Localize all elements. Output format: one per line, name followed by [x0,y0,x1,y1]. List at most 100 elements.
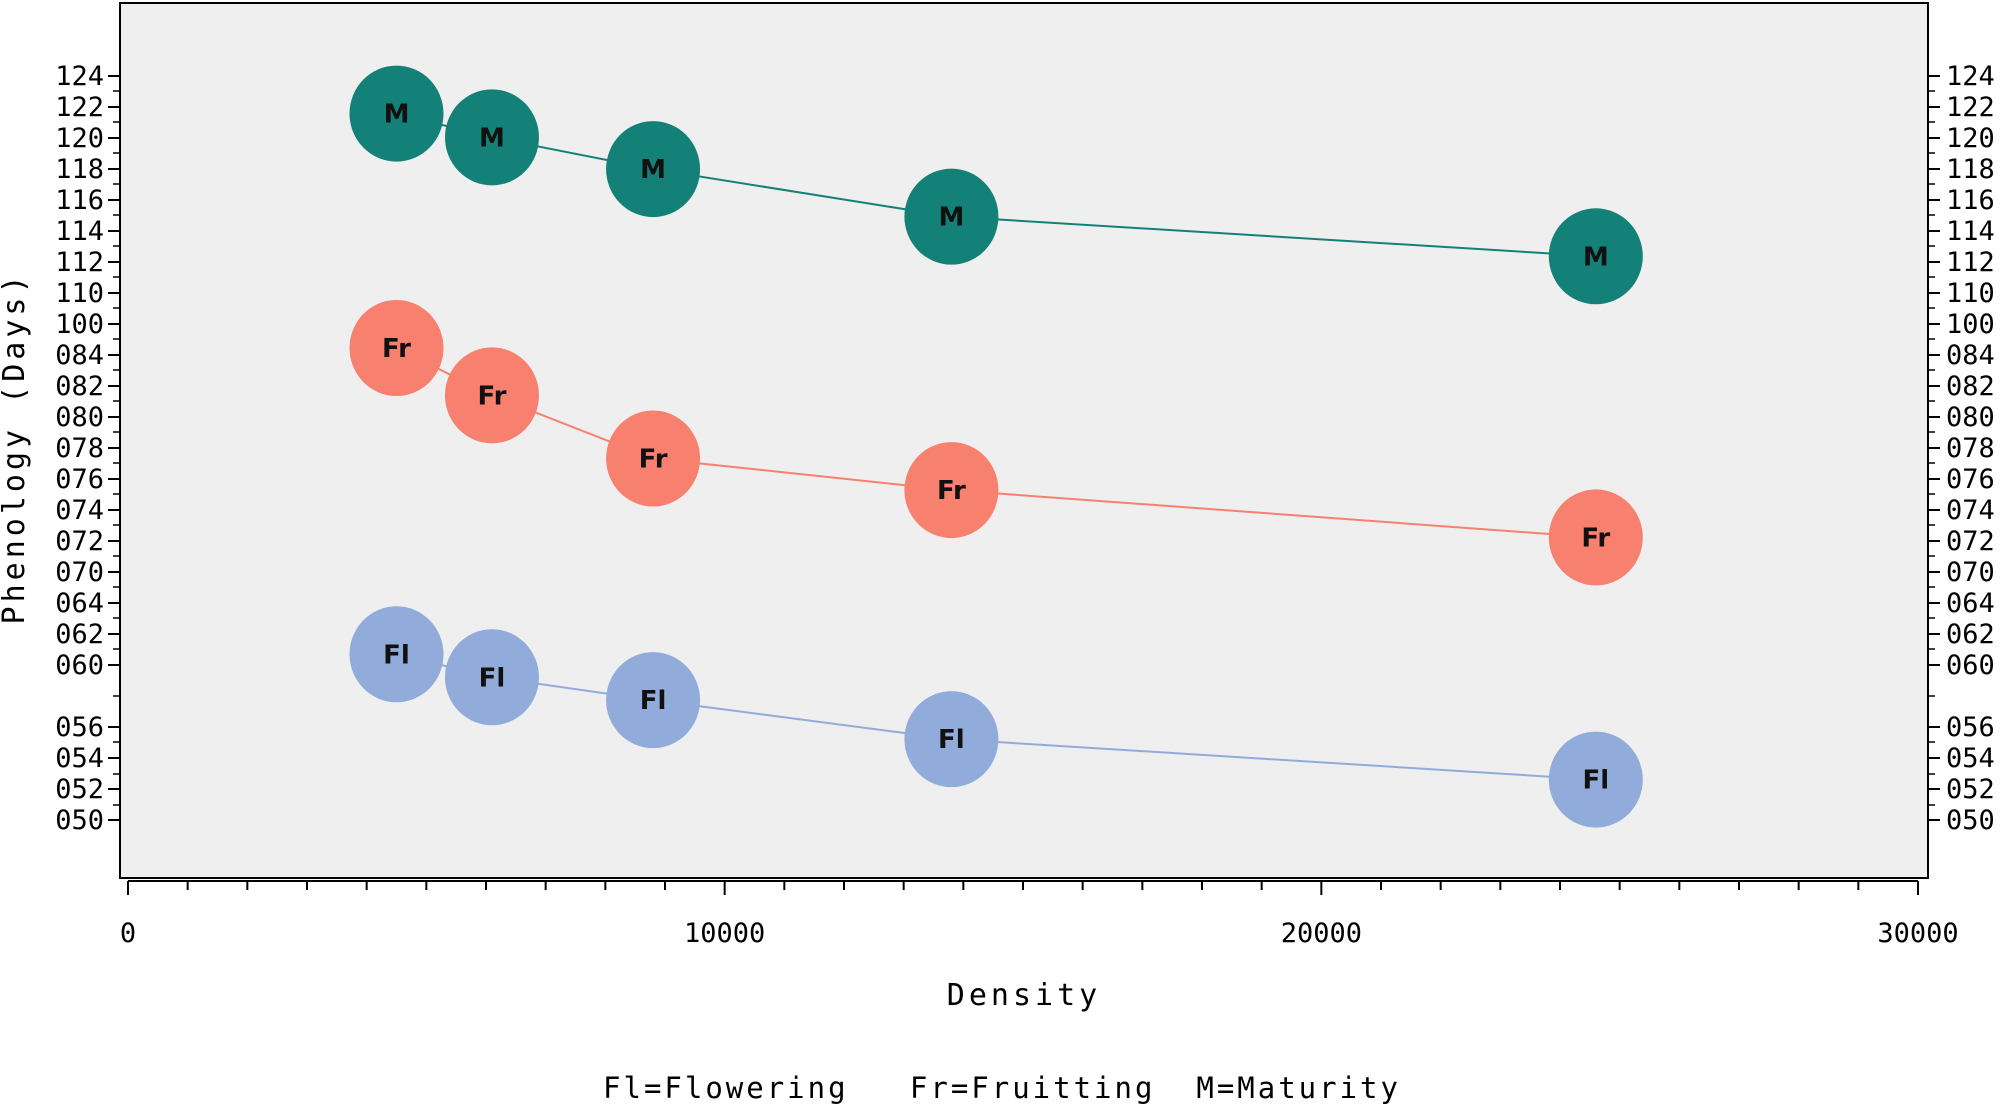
point-label: M [384,100,410,130]
point-label: M [479,123,505,153]
point-label: Fr [937,476,966,506]
data-point-flowering: Fl [444,629,539,726]
point-marker [1548,731,1643,828]
point-label: Fl [938,725,965,755]
y-tick-label-left: 070 [55,557,104,588]
point-marker [904,442,999,539]
y-tick-label-right: 078 [1946,433,1995,464]
y-tick-label-right: 114 [1946,216,1995,247]
y-tick-label-right: 100 [1946,309,1995,340]
point-marker [904,691,999,788]
y-tick-label-right: 124 [1946,61,1995,92]
y-tick-label-right: 076 [1946,464,1995,495]
y-tick-label-left: 060 [55,650,104,681]
point-marker [1548,489,1643,586]
x-tick-label: 0 [120,918,136,949]
point-label: Fl [479,663,506,693]
y-tick-label-right: 082 [1946,371,1995,402]
y-axis-title: Phenology (Days) [0,272,32,625]
y-tick-label-right: 074 [1946,495,1995,526]
y-tick-label-left: 072 [55,526,104,557]
data-point-fruitting: Fr [444,347,539,444]
point-label: Fr [1581,523,1610,553]
y-tick-label-left: 062 [55,619,104,650]
point-marker [349,300,444,396]
data-point-fruitting: Fr [904,442,999,539]
y-tick-label-left: 056 [55,712,104,743]
y-tick-label-right: 050 [1946,805,1995,836]
data-point-fruitting: Fr [349,300,444,396]
x-tick-label: 10000 [684,918,765,949]
point-marker [349,606,444,703]
y-tick-label-left: 114 [55,216,104,247]
y-tick-label-right: 054 [1946,743,1995,774]
x-axis-title: Density [947,978,1101,1013]
y-tick-label-right: 064 [1946,588,1995,619]
y-tick-label-left: 112 [55,247,104,278]
data-point-maturity: M [904,168,999,265]
point-marker [444,89,539,186]
y-tick-label-right: 052 [1946,774,1995,805]
y-tick-label-left: 050 [55,805,104,836]
y-tick-label-right: 080 [1946,402,1995,433]
y-tick-label-left: 118 [55,154,104,185]
y-tick-label-left: 080 [55,402,104,433]
y-tick-label-right: 070 [1946,557,1995,588]
y-tick-label-right: 056 [1946,712,1995,743]
y-axis-left: 0500520540560600620640700720740760780800… [55,61,120,836]
point-label: M [1583,242,1609,272]
y-tick-label-left: 122 [55,92,104,123]
y-tick-label-right: 116 [1946,185,1995,216]
y-tick-label-left: 120 [55,123,104,154]
x-axis: 0 10000 20000 30000 [120,880,1959,949]
y-tick-label-left: 052 [55,774,104,805]
y-tick-label-left: 110 [55,278,104,309]
y-tick-label-right: 072 [1946,526,1995,557]
y-tick-label-left: 116 [55,185,104,216]
y-tick-label-right: 122 [1946,92,1995,123]
point-marker [904,168,999,265]
y-tick-label-right: 084 [1946,340,1995,371]
x-tick-label: 30000 [1877,918,1958,949]
data-point-maturity: M [1548,208,1643,305]
y-tick-label-left: 100 [55,309,104,340]
data-point-maturity: M [606,121,701,218]
point-label: M [640,155,666,185]
y-tick-label-left: 064 [55,588,104,619]
point-label: M [938,203,964,233]
y-tick-label-left: 084 [55,340,104,371]
y-axis-right: 0500520540560600620640700720740760780800… [1928,61,1995,836]
x-tick-label: 20000 [1281,918,1362,949]
series-markers: M M M M M Fr Fr Fr Fr Fr Fl Fl Fl Fl Fl [349,65,1643,828]
point-label: Fr [478,381,507,411]
point-marker [606,121,701,218]
point-marker [444,347,539,444]
data-point-fruitting: Fr [1548,489,1643,586]
y-tick-label-left: 074 [55,495,104,526]
data-point-flowering: Fl [349,606,444,703]
point-marker [606,652,701,749]
point-marker [444,629,539,726]
y-tick-label-right: 118 [1946,154,1995,185]
legend: Fl=Flowering Fr=Fruitting M=Maturity [603,1071,1401,1104]
point-marker [606,410,701,507]
point-marker [349,65,444,162]
y-tick-label-left: 082 [55,371,104,402]
data-point-flowering: Fl [904,691,999,788]
y-tick-label-right: 110 [1946,278,1995,309]
point-label: Fl [383,640,410,670]
point-label: Fr [382,334,411,364]
y-tick-label-left: 078 [55,433,104,464]
y-tick-label-left: 076 [55,464,104,495]
point-marker [1548,208,1643,305]
data-point-maturity: M [349,65,444,162]
y-tick-label-left: 124 [55,61,104,92]
data-point-flowering: Fl [606,652,701,749]
data-point-fruitting: Fr [606,410,701,507]
y-tick-label-right: 060 [1946,650,1995,681]
y-tick-label-left: 054 [55,743,104,774]
data-point-maturity: M [444,89,539,186]
point-label: Fl [640,686,667,716]
data-point-flowering: Fl [1548,731,1643,828]
